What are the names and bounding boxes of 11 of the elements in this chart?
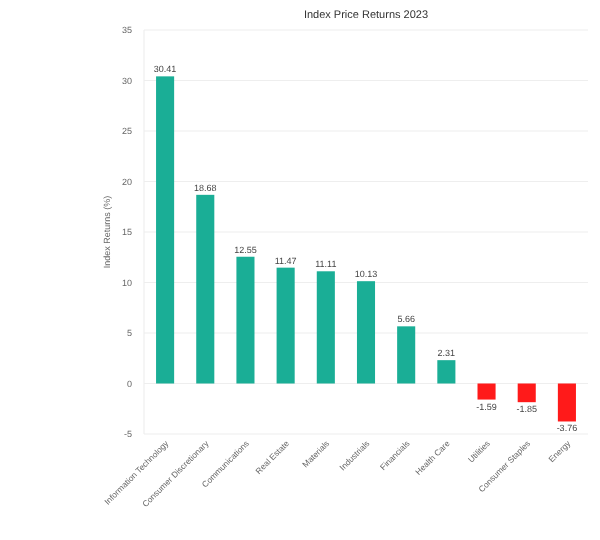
bar (316, 271, 335, 384)
bar (557, 383, 576, 422)
bar (477, 383, 496, 400)
bar (517, 383, 536, 403)
bar (156, 76, 175, 384)
bar (196, 194, 215, 384)
bar (437, 360, 456, 384)
bar (276, 267, 295, 384)
bar (397, 326, 416, 384)
bar (356, 281, 376, 384)
bar (236, 256, 255, 384)
